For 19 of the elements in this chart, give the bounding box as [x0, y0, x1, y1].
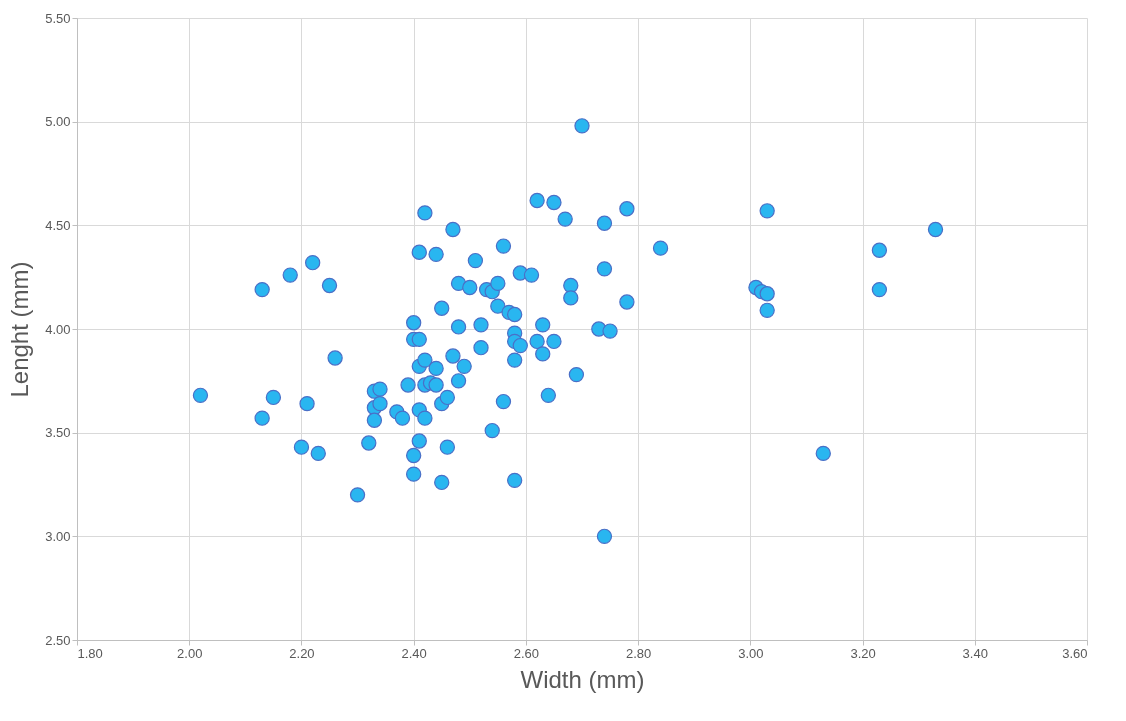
- y-tick-label: 4.50: [45, 217, 71, 233]
- y-tick-label: 4.00: [45, 321, 71, 337]
- x-tick-label: 3.20: [850, 645, 876, 661]
- x-tick-label: 3.40: [962, 645, 988, 661]
- x-tick-label: 3.60: [1062, 645, 1088, 661]
- y-tick-label: 2.50: [45, 632, 71, 648]
- y-tick-label: 3.50: [45, 425, 71, 441]
- y-tick-label: 5.50: [45, 10, 71, 26]
- x-tick-label: 2.40: [401, 645, 427, 661]
- x-tick-label: 2.80: [625, 645, 652, 661]
- y-tick-label: 5.00: [45, 114, 71, 130]
- x-tick-label: 2.20: [289, 645, 315, 661]
- x-tick-label: 1.80: [77, 645, 103, 661]
- x-tick-label: 3.00: [738, 645, 764, 661]
- x-tick-label: 2.60: [513, 645, 540, 661]
- x-axis-title: Width (mm): [520, 665, 645, 693]
- y-tick-label: 3.00: [45, 528, 71, 544]
- x-tick-label: 2.00: [177, 645, 203, 661]
- y-axis-title: Lenght (mm): [6, 261, 34, 398]
